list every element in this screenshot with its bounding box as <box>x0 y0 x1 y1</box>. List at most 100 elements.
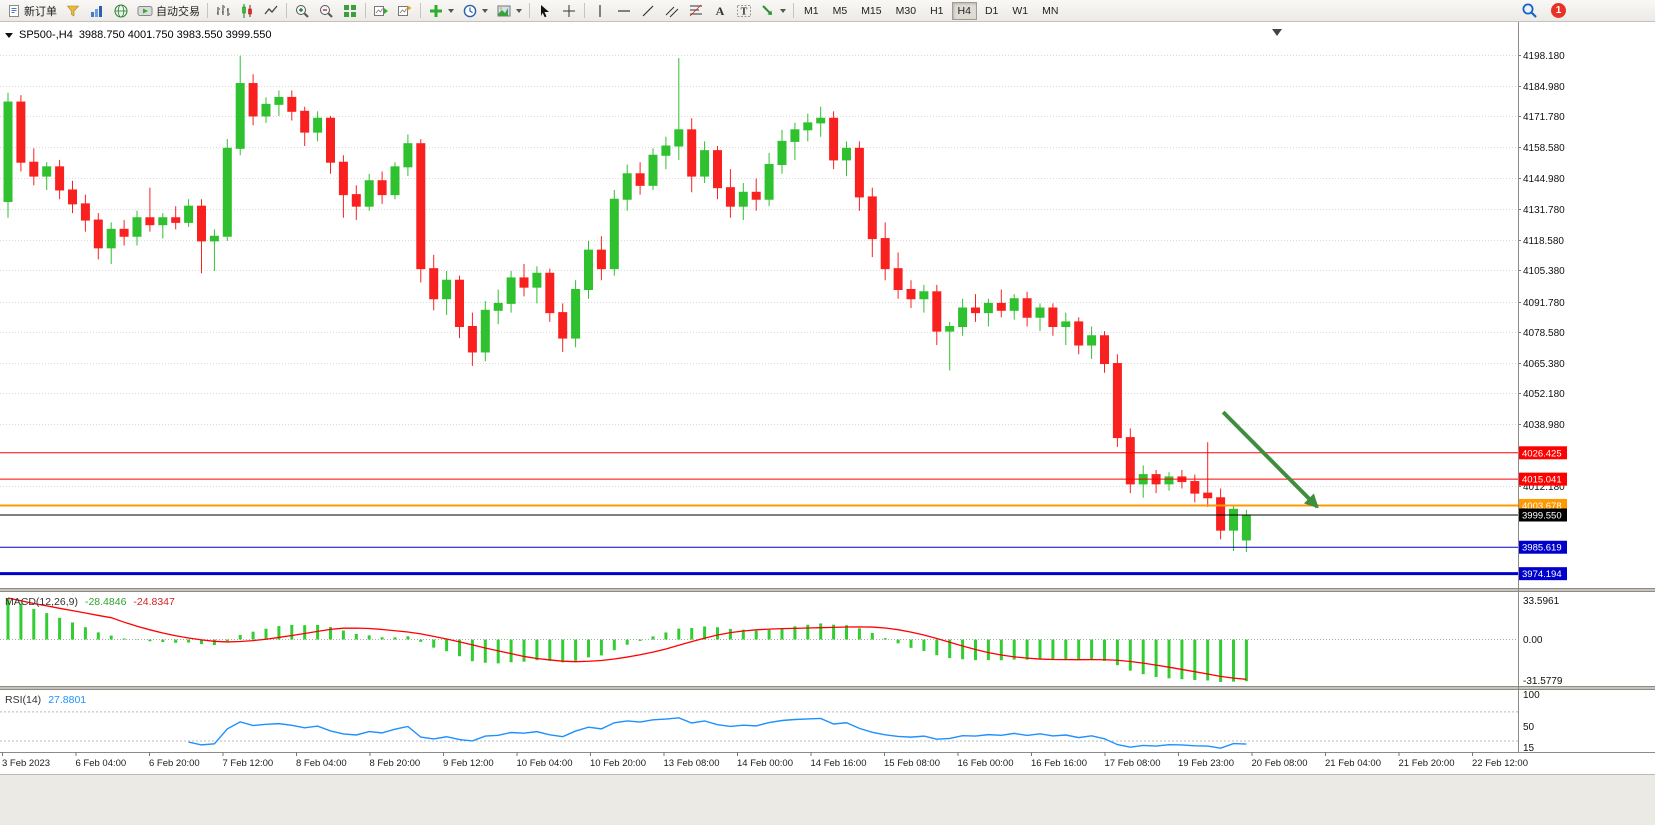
candle-body <box>700 150 710 177</box>
pane-separator-macd[interactable] <box>0 588 1655 592</box>
crosshair-button[interactable] <box>557 1 581 21</box>
time-axis-label: 16 Feb 16:00 <box>1031 758 1087 769</box>
candle-body <box>1125 437 1135 485</box>
candle-body <box>609 198 619 270</box>
price-badge-label: 3974.194 <box>1522 569 1562 580</box>
trendline-button[interactable] <box>636 1 660 21</box>
candlestick-chart-button[interactable] <box>235 1 259 21</box>
timeframe-m1[interactable]: M1 <box>804 4 819 17</box>
time-axis-label: 9 Feb 12:00 <box>443 758 494 769</box>
arrows-button[interactable] <box>756 1 790 21</box>
timeframe-d1[interactable]: D1 <box>984 4 999 17</box>
price-badge <box>1519 472 1567 486</box>
price-axis-label: 4091.780 <box>1523 298 1565 309</box>
horizontal-line-button[interactable] <box>612 1 636 21</box>
search-button[interactable] <box>1517 1 1542 21</box>
zoom-out-icon <box>320 4 333 18</box>
candle-body <box>390 166 400 196</box>
autotrading-button[interactable]: 自动交易 <box>133 1 204 21</box>
svg-text:T: T <box>741 6 748 17</box>
line-chart-button[interactable] <box>259 1 283 21</box>
price-axis-label: 4065.380 <box>1523 359 1565 370</box>
timeframe-h1[interactable]: H1 <box>930 4 944 17</box>
chart-canvas[interactable]: 4198.180 4184.980 4171.780 4158.580 4144.980… <box>0 22 1655 825</box>
periods-button[interactable] <box>458 1 492 21</box>
macd-axis: 33.5961 0.00 -31.5779 <box>1523 596 1563 687</box>
notification-badge[interactable]: 1 <box>1551 3 1566 18</box>
new-order-icon <box>9 4 19 17</box>
profiles-icon <box>66 5 80 17</box>
zoom-out-button[interactable] <box>314 1 338 21</box>
timeframe-h4[interactable]: H4 <box>951 1 977 20</box>
candle-body <box>235 83 245 149</box>
market-watch-button[interactable] <box>85 1 109 21</box>
chart-dropdown-icon[interactable] <box>5 32 13 38</box>
zoom-in-button[interactable] <box>290 1 314 21</box>
timeframe-m30[interactable]: M30 <box>895 4 917 17</box>
candle-body <box>635 173 645 186</box>
templates-button[interactable] <box>492 1 526 21</box>
time-axis-label: 6 Feb 20:00 <box>149 758 200 769</box>
price-badge <box>1519 540 1567 554</box>
line-chart-icon <box>264 5 278 14</box>
chart-shift-button[interactable] <box>393 1 417 21</box>
new-order-button[interactable]: 新订单 <box>3 1 61 21</box>
svg-text:A: A <box>716 4 725 18</box>
timeframe-mn[interactable]: MN <box>1042 4 1059 17</box>
toolbar-separator <box>793 3 794 18</box>
candle-body <box>209 235 219 242</box>
svg-text:33.5961: 33.5961 <box>1523 596 1560 607</box>
rsi-name: RSI(14) <box>5 694 42 706</box>
time-axis-label: 10 Feb 20:00 <box>590 758 646 769</box>
cursor-button[interactable] <box>533 1 557 21</box>
dropdown-caret <box>780 8 786 13</box>
candle-body <box>248 83 258 117</box>
price-badge-label: 3985.619 <box>1522 543 1562 554</box>
candle-body <box>945 326 955 332</box>
time-axis-label: 7 Feb 12:00 <box>223 758 274 769</box>
profiles-button[interactable] <box>61 1 85 21</box>
candle-body <box>1035 307 1045 318</box>
candle-body <box>919 291 929 300</box>
candle-body <box>854 147 864 198</box>
dropdown-caret <box>516 8 522 13</box>
bars-chart-button[interactable] <box>211 1 235 21</box>
svg-text:15: 15 <box>1523 743 1535 754</box>
status-strip <box>0 774 1655 825</box>
tile-windows-button[interactable] <box>338 1 362 21</box>
candle-body <box>364 180 374 207</box>
pane-separator-rsi[interactable] <box>0 686 1655 690</box>
crosshair-icon <box>563 4 575 17</box>
tile-windows-icon <box>344 4 356 17</box>
candle-body <box>1074 321 1084 346</box>
time-axis-label: 16 Feb 00:00 <box>958 758 1014 769</box>
candle-body <box>80 203 90 221</box>
fibonacci-button[interactable] <box>684 1 708 21</box>
toolbar-separator <box>420 3 421 18</box>
price-axis-label: 4158.580 <box>1523 143 1565 154</box>
timeframe-m15[interactable]: M15 <box>861 4 882 17</box>
vertical-line-button[interactable] <box>588 1 612 21</box>
candle-body <box>958 307 968 328</box>
time-axis-label: 8 Feb 04:00 <box>296 758 347 769</box>
price-axis-label: 4144.980 <box>1523 174 1565 185</box>
svg-text:0.00: 0.00 <box>1523 635 1543 646</box>
channel-button[interactable] <box>660 1 684 21</box>
text-label-icon: T <box>737 4 751 17</box>
text-label-button[interactable]: T <box>732 1 756 21</box>
candle-body <box>416 143 426 270</box>
navigator-icon <box>114 4 128 17</box>
indicators-button[interactable] <box>424 1 458 21</box>
time-axis-label: 6 Feb 04:00 <box>76 758 127 769</box>
auto-scroll-button[interactable] <box>369 1 393 21</box>
timeframe-m5[interactable]: M5 <box>832 4 848 17</box>
candle-body <box>738 191 748 207</box>
candle-body <box>790 129 800 142</box>
timeframe-w1[interactable]: W1 <box>1012 4 1029 17</box>
chart-shift-marker[interactable] <box>1272 29 1282 36</box>
candle-body <box>1112 363 1122 439</box>
text-button[interactable]: A <box>708 1 732 21</box>
trend-arrow[interactable] <box>1221 410 1319 509</box>
navigator-button[interactable] <box>109 1 133 21</box>
candle-body <box>1190 481 1200 494</box>
